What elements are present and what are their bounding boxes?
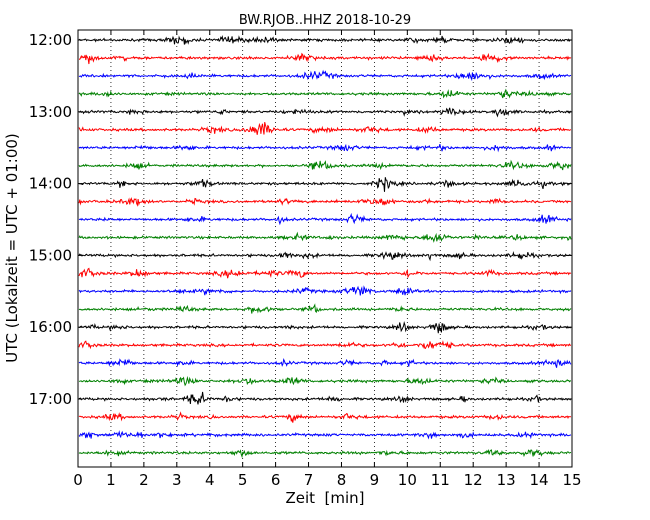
chart-title: BW.RJOB..HHZ 2018-10-29	[239, 13, 411, 28]
y-tick-label: 16:00	[29, 318, 72, 336]
x-tick-label: 0	[73, 471, 83, 489]
x-tick-label: 13	[497, 471, 516, 489]
x-tick-label: 14	[530, 471, 549, 489]
x-tick-label: 10	[398, 471, 417, 489]
x-tick-label: 4	[205, 471, 215, 489]
trace-1430	[78, 212, 572, 226]
trace-1745	[78, 448, 572, 459]
y-tick-label: 17:00	[29, 390, 72, 408]
trace-1530	[78, 285, 572, 296]
x-tick-label: 11	[431, 471, 450, 489]
trace-1215	[79, 52, 572, 65]
trace-1230	[78, 69, 572, 82]
x-tick-label: 1	[106, 471, 116, 489]
trace-1200	[78, 35, 572, 45]
trace-1345	[78, 159, 572, 171]
trace-1245	[78, 88, 572, 99]
grid-lines	[110, 30, 540, 467]
y-tick-label: 13:00	[29, 103, 72, 121]
seismic-traces	[78, 35, 572, 459]
trace-1630	[78, 358, 572, 368]
x-tick-label: 9	[370, 471, 380, 489]
x-tick-label: 8	[337, 471, 347, 489]
x-tick-label: 2	[139, 471, 149, 489]
x-tick-label: 12	[464, 471, 483, 489]
x-tick-label: 5	[238, 471, 248, 489]
trace-1600	[79, 321, 572, 334]
trace-1400	[78, 177, 572, 192]
y-tick-label: 12:00	[29, 31, 72, 49]
trace-1315	[78, 121, 572, 135]
x-axis-label: Zeit [min]	[285, 489, 364, 507]
trace-1300	[78, 107, 572, 118]
x-tick-label: 7	[304, 471, 314, 489]
y-axis-label: UTC (Lokalzeit = UTC + 01:00)	[3, 133, 21, 363]
trace-1700	[78, 391, 572, 405]
trace-1445	[78, 231, 572, 243]
plot-frame	[77, 29, 573, 468]
y-tick-label: 15:00	[29, 246, 72, 264]
trace-1415	[78, 197, 572, 207]
trace-1645	[78, 375, 571, 387]
trace-1545	[78, 303, 572, 314]
trace-1730	[78, 430, 572, 440]
x-tick-label: 15	[562, 471, 581, 489]
trace-1715	[78, 411, 572, 423]
x-tick-label: 6	[271, 471, 281, 489]
trace-1330	[78, 143, 572, 153]
y-axis-ticks: 12:00 13:00 14:00 15:00 16:00 17:00	[29, 31, 572, 408]
trace-1500	[78, 250, 572, 262]
trace-1515	[78, 267, 572, 279]
x-tick-label: 3	[172, 471, 182, 489]
trace-1615	[78, 340, 572, 350]
x-axis-ticks: 0 1 2 3 4 5 6 7 8 9 10 11 12 13 14 15	[73, 30, 582, 489]
y-tick-label: 14:00	[29, 175, 72, 193]
